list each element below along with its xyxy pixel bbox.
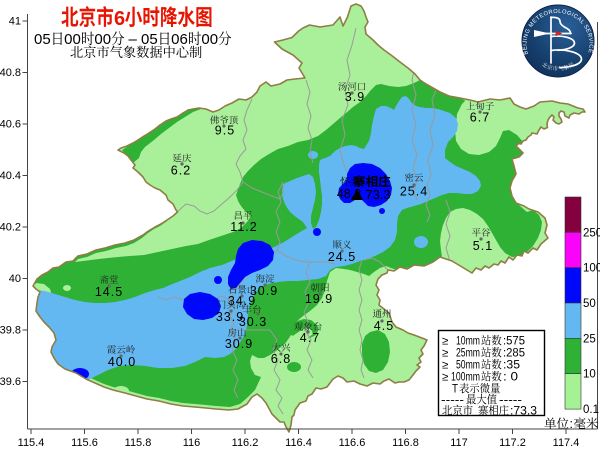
svg-text:40: 40 [9, 273, 21, 285]
svg-text:11.2: 11.2 [230, 220, 257, 234]
svg-text:00: 00 [94, 31, 111, 48]
svg-text:≥: ≥ [442, 348, 448, 360]
svg-text::285: :285 [503, 348, 525, 360]
svg-text:00: 00 [201, 31, 218, 48]
svg-text:6.7: 6.7 [470, 111, 490, 125]
svg-text:25mm: 25mm [456, 348, 480, 360]
svg-text:117.4: 117.4 [553, 437, 580, 449]
svg-text:116.6: 116.6 [339, 437, 366, 449]
svg-text:6.2: 6.2 [171, 164, 191, 178]
svg-text:115.6: 115.6 [71, 437, 98, 449]
svg-text:–: – [129, 31, 138, 48]
svg-text:10mm: 10mm [456, 336, 480, 348]
svg-text:73.3: 73.3 [365, 187, 390, 202]
svg-text:50: 50 [583, 298, 596, 310]
svg-text:6: 6 [114, 8, 125, 30]
svg-text:116.2: 116.2 [232, 437, 259, 449]
svg-text:-----: ----- [499, 395, 522, 407]
svg-text:40.2: 40.2 [0, 222, 21, 234]
svg-text:05: 05 [141, 31, 158, 48]
svg-text:-----: ----- [441, 395, 464, 407]
svg-text:4.5: 4.5 [374, 319, 394, 333]
svg-text::575: :575 [503, 336, 525, 348]
svg-text:4.7: 4.7 [300, 331, 320, 345]
svg-text:≥: ≥ [442, 336, 448, 348]
svg-text:100: 100 [583, 263, 600, 275]
svg-text:14.5: 14.5 [95, 285, 123, 299]
svg-text:39.8: 39.8 [0, 325, 21, 337]
svg-text:40.4: 40.4 [0, 170, 21, 182]
svg-text:117: 117 [450, 437, 468, 449]
svg-text:41: 41 [9, 16, 21, 28]
svg-text:00: 00 [64, 31, 81, 48]
svg-text:40.0: 40.0 [108, 355, 136, 369]
svg-text:116.4: 116.4 [285, 437, 312, 449]
svg-text::: : [570, 417, 573, 431]
svg-text:100mm: 100mm [451, 372, 480, 384]
svg-text:115.8: 115.8 [125, 437, 152, 449]
svg-text:T: T [452, 384, 458, 396]
svg-text:40.8: 40.8 [0, 67, 21, 79]
svg-text:40.6: 40.6 [0, 119, 21, 131]
svg-text::35: :35 [503, 360, 520, 372]
svg-text:30.9: 30.9 [250, 284, 278, 298]
svg-text:05: 05 [34, 31, 51, 48]
svg-text:0.1: 0.1 [583, 404, 599, 416]
svg-text:≥: ≥ [442, 372, 448, 384]
svg-text:39.6: 39.6 [0, 376, 21, 388]
svg-text:5.1: 5.1 [473, 239, 493, 253]
svg-text:06: 06 [171, 31, 188, 48]
svg-text:116: 116 [183, 437, 201, 449]
svg-text:115.4: 115.4 [18, 437, 45, 449]
svg-text:30.9: 30.9 [225, 337, 253, 351]
svg-text:250: 250 [583, 227, 600, 239]
svg-text:9.5: 9.5 [215, 124, 235, 138]
svg-text:3.9: 3.9 [345, 90, 365, 104]
svg-text:117.2: 117.2 [499, 437, 526, 449]
svg-text:: 0: : 0 [503, 372, 518, 384]
svg-text:25.4: 25.4 [400, 185, 428, 199]
svg-text:25: 25 [583, 333, 596, 345]
svg-text:≥: ≥ [442, 360, 448, 372]
svg-text:30.3: 30.3 [239, 315, 267, 329]
svg-text:19.9: 19.9 [305, 292, 333, 306]
svg-text:10: 10 [583, 369, 596, 381]
svg-text:6.8: 6.8 [271, 352, 291, 366]
svg-text:116.8: 116.8 [392, 437, 419, 449]
svg-text::73.3: :73.3 [510, 406, 537, 418]
svg-text:24.5: 24.5 [328, 250, 356, 264]
svg-text:50mm: 50mm [456, 360, 480, 372]
svg-text:34.9: 34.9 [228, 294, 256, 308]
svg-text:33.9: 33.9 [216, 310, 244, 324]
